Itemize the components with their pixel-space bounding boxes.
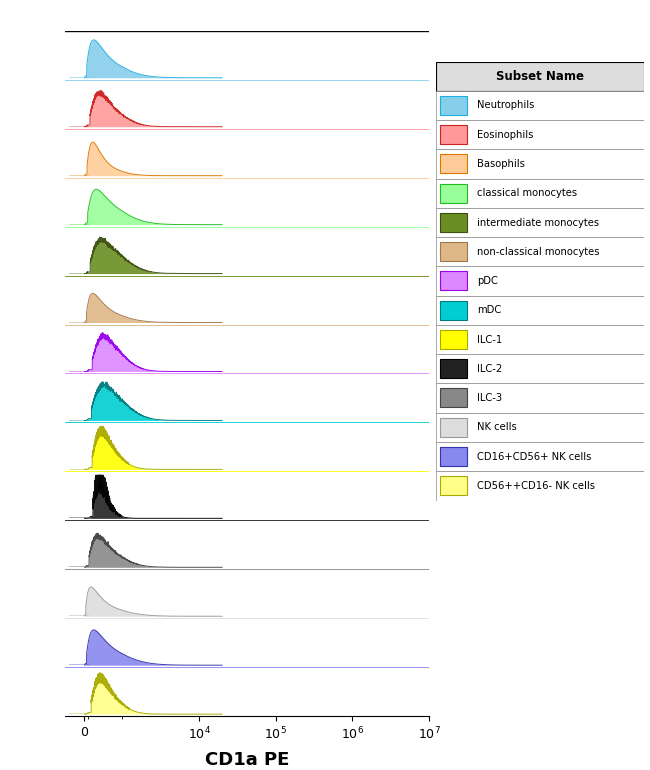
Text: CD16+CD56+ NK cells: CD16+CD56+ NK cells [477,452,592,461]
Bar [436,208,644,237]
Bar [436,471,644,501]
Bar [439,359,467,378]
Bar [436,413,644,442]
Bar [439,476,467,495]
Text: Neutrophils: Neutrophils [477,101,534,110]
Bar [436,296,644,325]
X-axis label: CD1a PE: CD1a PE [205,751,289,768]
Text: intermediate monocytes: intermediate monocytes [477,218,599,227]
Bar [439,95,467,115]
Bar [436,354,644,383]
Text: pDC: pDC [477,276,498,286]
Text: mDC: mDC [477,306,501,315]
Text: Basophils: Basophils [477,159,525,169]
Bar [439,242,467,261]
Bar [439,388,467,407]
Bar [436,266,644,296]
Text: ILC-2: ILC-2 [477,364,502,373]
Bar [436,120,644,149]
Text: ILC-3: ILC-3 [477,393,502,403]
Text: classical monocytes: classical monocytes [477,189,577,198]
Text: Subset Name: Subset Name [495,70,584,82]
Text: non-classical monocytes: non-classical monocytes [477,247,599,256]
Bar [439,125,467,144]
Text: Eosinophils: Eosinophils [477,130,534,139]
Text: ILC-1: ILC-1 [477,335,502,344]
Bar [439,154,467,173]
Bar [439,447,467,466]
Bar [439,330,467,349]
Bar [436,237,644,266]
Bar [436,91,644,120]
Bar [439,213,467,232]
Text: CD56++CD16- NK cells: CD56++CD16- NK cells [477,481,595,490]
Bar [436,383,644,413]
Text: NK cells: NK cells [477,423,517,432]
Bar [436,442,644,471]
Bar [439,271,467,290]
Bar [439,183,467,203]
Bar [436,62,644,91]
Bar [436,179,644,208]
Bar [436,149,644,179]
Bar [439,417,467,437]
Bar [439,300,467,320]
Bar [436,325,644,354]
